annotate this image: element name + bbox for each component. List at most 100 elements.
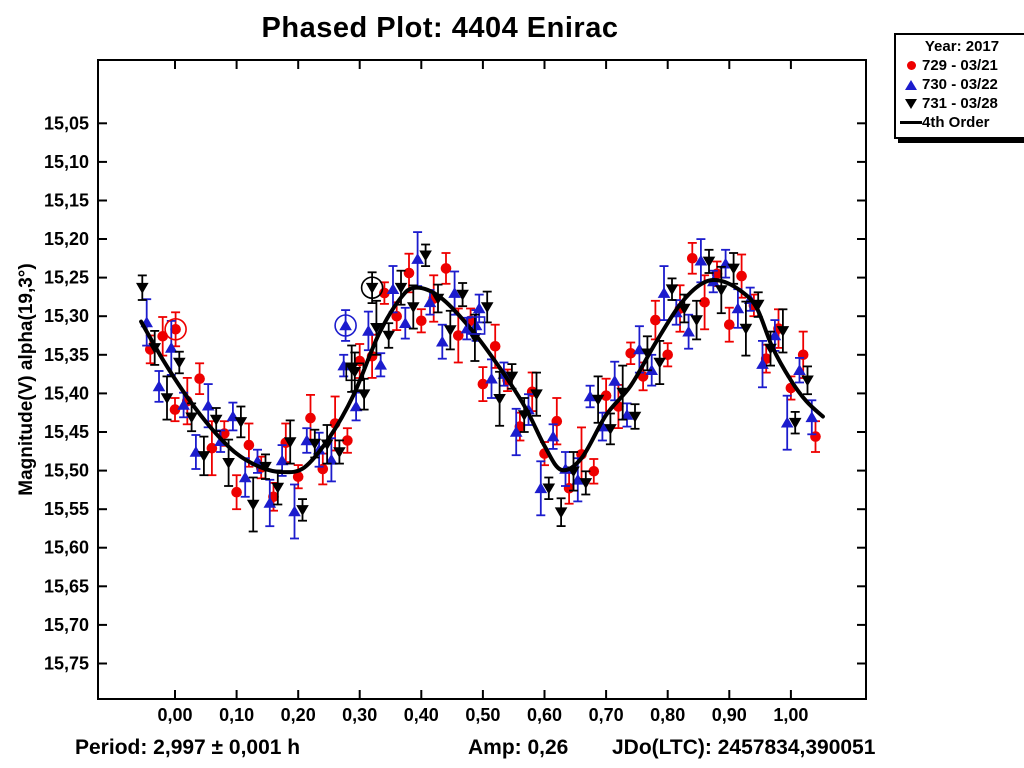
data-point-triangle-down: [382, 330, 395, 342]
data-point-triangle-up: [263, 497, 277, 508]
data-point-triangle-up: [275, 454, 289, 466]
highlight-circle: [360, 276, 384, 300]
data-point-triangle-down: [579, 478, 593, 489]
y-axis-ticks: 15,05 15,10 15,15 15,20 15,25 15,30 15,35 15,40…: [44, 113, 866, 674]
x-tick-label: 0,50: [465, 705, 500, 725]
blue-triangle-up-marker-icon: [905, 79, 917, 90]
data-point-circle: [342, 435, 353, 446]
legend-marker-cell: [900, 79, 922, 90]
legend-entry-label: 4th Order: [922, 114, 990, 131]
fit-line-marker-icon: [900, 121, 922, 124]
red-circle-marker-icon: [906, 61, 916, 70]
data-point-triangle-down: [480, 302, 494, 313]
data-point-circle: [477, 378, 489, 390]
data-point-triangle-down: [739, 323, 753, 335]
data-point-triangle-down: [246, 499, 260, 511]
data-point-triangle-up: [469, 319, 483, 331]
y-tick-label: 15,40: [44, 383, 89, 403]
data-point-triangle-down: [702, 256, 716, 268]
data-point-circle: [662, 349, 673, 361]
legend-marker-cell: [900, 98, 922, 109]
data-point-triangle-down: [542, 483, 556, 495]
data-point-triangle-down: [308, 438, 322, 450]
data-point-triangle-down: [296, 505, 309, 516]
data-point-triangle-up: [694, 254, 708, 266]
y-axis-title: Magnitude(V) alpha(19,3°): [16, 263, 37, 495]
data-point-triangle-up: [780, 416, 794, 428]
data-point-triangle-up: [805, 411, 819, 423]
data-point-triangle-down: [234, 417, 248, 428]
data-point-triangle-down: [271, 482, 285, 494]
data-point-triangle-down: [690, 315, 703, 327]
x-tick-label: 0,00: [157, 705, 192, 725]
data-point-circle: [687, 252, 698, 264]
data-point-circle: [699, 297, 710, 308]
data-point-triangle-up: [756, 358, 769, 369]
data-point-circle: [206, 442, 218, 454]
x-tick-label: 0,10: [219, 705, 254, 725]
data-point-circle: [231, 486, 242, 498]
data-point-triangle-down: [788, 417, 802, 429]
data-point-triangle-up: [682, 325, 695, 337]
data-point-triangle-up: [362, 324, 375, 336]
x-tick-label: 0,40: [404, 705, 439, 725]
y-tick-label: 15,35: [44, 345, 89, 365]
legend-entry-label: 729 - 03/21: [922, 57, 998, 74]
fit-curve: [139, 278, 825, 475]
data-point-triangle-down: [505, 371, 519, 383]
y-tick-label: 15,05: [44, 113, 89, 133]
data-point-triangle-up: [288, 505, 301, 517]
highlight-markers: [164, 276, 486, 382]
data-point-triangle-up: [152, 380, 166, 392]
x-tick-label: 0,60: [527, 705, 562, 725]
data-point-circle: [194, 373, 205, 385]
legend-marker-cell: [900, 61, 922, 70]
data-point-triangle-down: [333, 447, 346, 458]
data-point-triangle-up: [436, 335, 449, 347]
y-tick-label: 15,15: [44, 191, 89, 211]
data-point-triangle-up: [349, 400, 363, 412]
data-point-triangle-down: [678, 303, 691, 315]
data-point-triangle-up: [546, 430, 560, 442]
data-point-triangle-down: [348, 367, 362, 378]
legend-entry-label: 731 - 03/28: [922, 95, 998, 112]
amplitude-value: Amp: 0,26: [468, 736, 569, 759]
data-point-triangle-up: [448, 287, 461, 298]
data-point-triangle-up: [300, 434, 314, 446]
data-point-triangle-up: [509, 426, 523, 437]
data-point-circle: [588, 466, 600, 477]
y-tick-label: 15,50: [44, 461, 89, 481]
data-point-circle: [724, 319, 735, 331]
data-point-triangle-down: [136, 282, 149, 294]
data-point-circle: [600, 390, 612, 402]
highlight-square: [466, 316, 486, 335]
data-point-circle: [625, 348, 636, 359]
data-point-triangle-down: [185, 412, 198, 424]
y-tick-label: 15,75: [44, 654, 89, 674]
data-point-triangle-up: [386, 283, 400, 294]
data-point-triangle-up: [657, 287, 671, 298]
data-point-triangle-down: [283, 437, 297, 448]
data-point-triangle-up: [583, 390, 597, 402]
x-axis-ticks: 0,00 0,10 0,20 0,30 0,40 0,50 0,60 0,70 0,80 0,90…: [157, 60, 808, 725]
data-point-triangle-down: [715, 285, 728, 296]
data-point-triangle-up: [793, 364, 806, 375]
data-point-triangle-up: [201, 399, 215, 411]
data-point-circle: [292, 471, 304, 483]
data-point-circle: [650, 314, 661, 326]
data-point-triangle-up: [339, 319, 352, 331]
data-point-triangle-up: [485, 372, 498, 384]
data-point-triangle-up: [189, 446, 203, 457]
legend-entry-session-729: 729 - 03/21: [900, 56, 1024, 75]
data-point-triangle-down: [160, 393, 174, 404]
x-tick-label: 1,00: [773, 705, 808, 725]
data-point-triangle-up: [731, 302, 745, 314]
data-point-circle: [637, 371, 649, 382]
data-point-triangle-up: [534, 482, 548, 494]
x-tick-label: 0,90: [712, 705, 747, 725]
data-point-circle: [440, 263, 452, 274]
y-tick-label: 15,45: [44, 422, 89, 442]
data-point-triangle-up: [238, 471, 252, 483]
